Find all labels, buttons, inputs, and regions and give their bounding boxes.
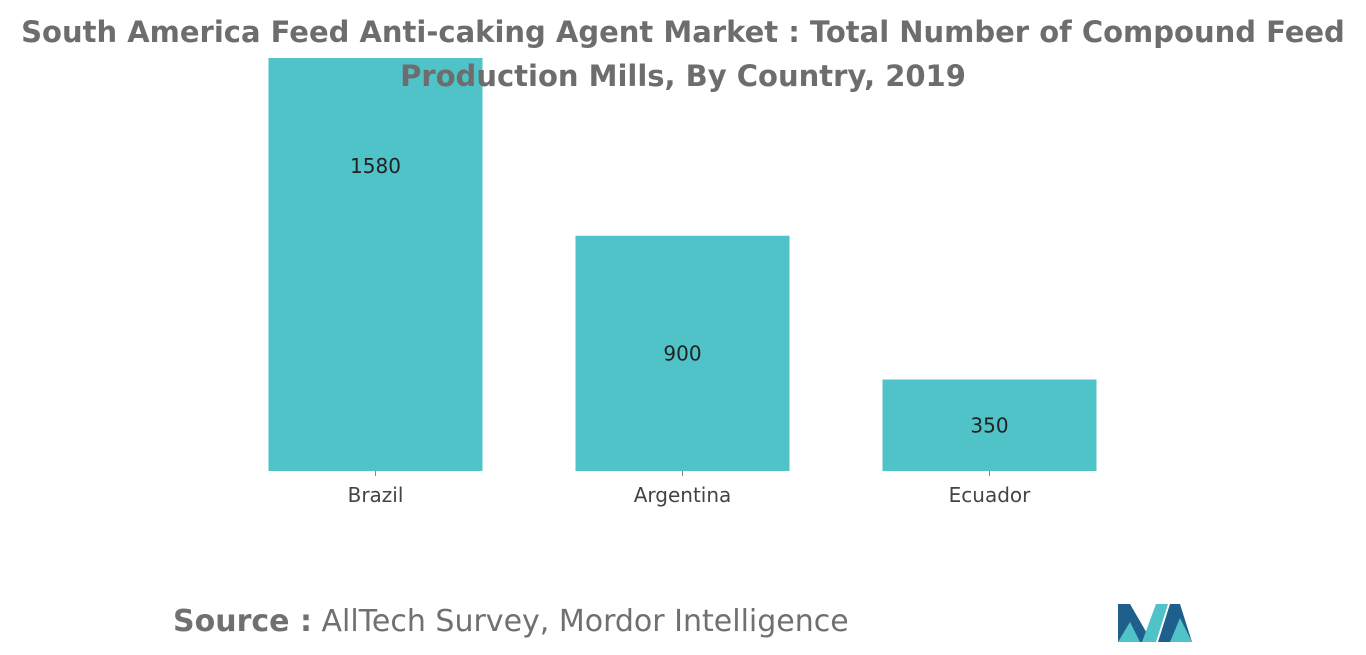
bar-brazil: [268, 58, 483, 471]
bar-ecuador: [882, 379, 1097, 471]
data-label: 900: [663, 341, 701, 365]
source-note: Source : AllTech Survey, Mordor Intellig…: [173, 604, 849, 639]
chart-title: South America Feed Anti-caking Agent Mar…: [21, 15, 1345, 93]
data-label: 1580: [350, 154, 401, 178]
bar-argentina: [575, 235, 790, 471]
x-tick-label: Argentina: [634, 483, 732, 507]
data-label: 350: [970, 413, 1008, 437]
x-tick-label: Ecuador: [949, 483, 1031, 507]
mordor-intelligence-logo-icon: [1118, 604, 1192, 642]
source-text: AllTech Survey, Mordor Intelligence: [321, 604, 849, 639]
source-label: Source :: [173, 604, 312, 639]
x-tick-label: Brazil: [348, 483, 404, 507]
